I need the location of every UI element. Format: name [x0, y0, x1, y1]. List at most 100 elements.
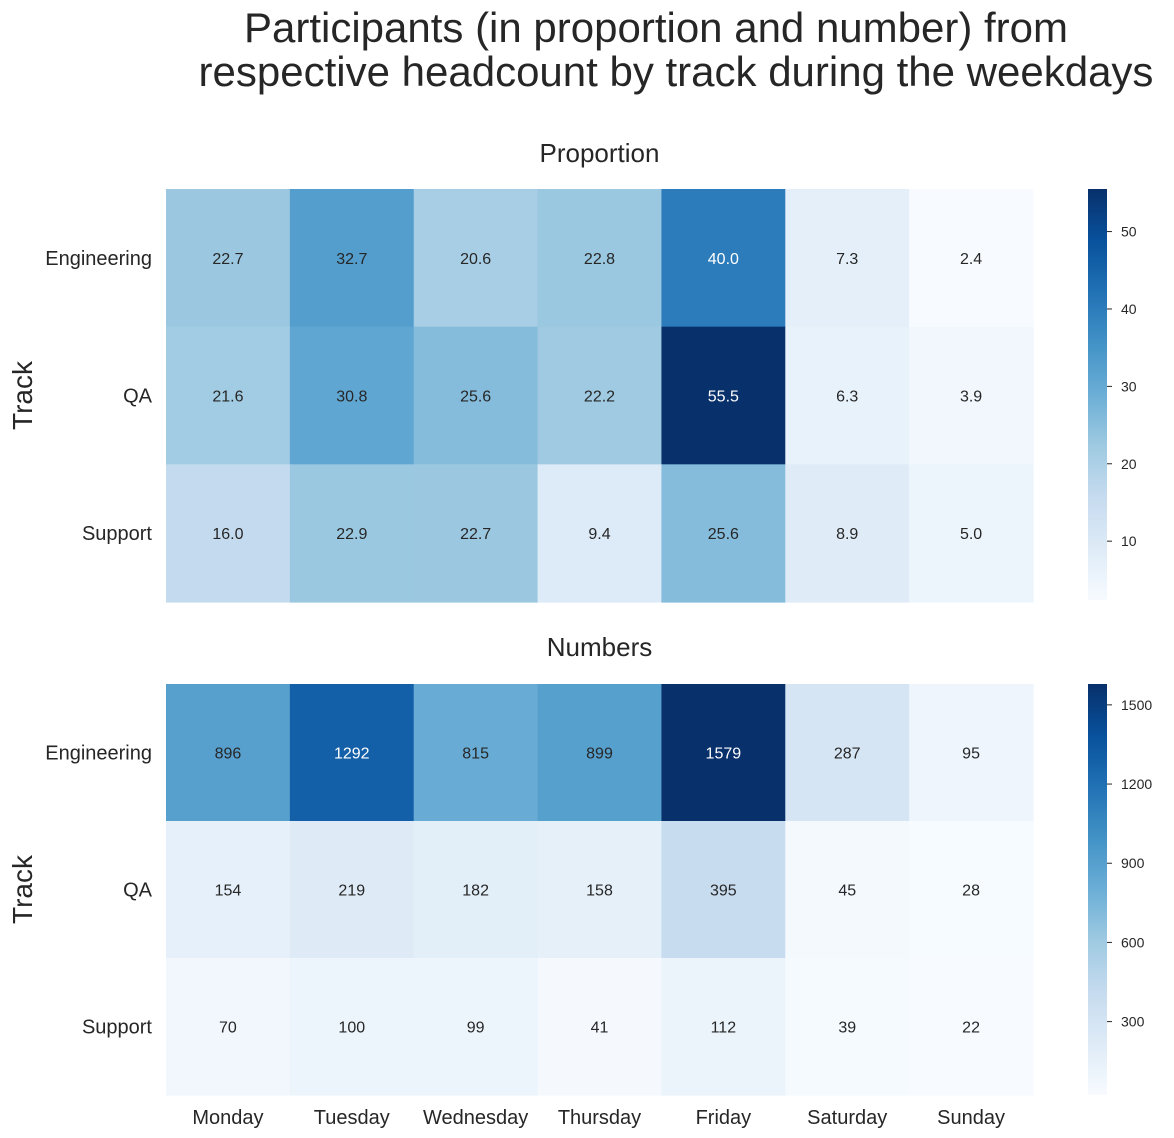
chart-title: Participants (in proportion and number) … [199, 4, 1154, 95]
column-label-sunday: Sunday [937, 1107, 1005, 1129]
cell-label: 2.4 [960, 251, 982, 268]
heatmap-cell [909, 189, 1034, 328]
cell-label: 25.6 [708, 526, 739, 543]
column-label-tuesday: Tuesday [314, 1107, 390, 1129]
colorbar-tick-label: 900 [1121, 855, 1145, 871]
heatmap-cell [289, 684, 415, 822]
cell-label: 41 [591, 1020, 609, 1037]
heatmap-cell [785, 958, 910, 1096]
heatmap-panel-proportion: Proportion Track 22.7 32.7 20.6 22.8 40.0 7.3 2.… [7, 138, 1137, 603]
cell-label: 32.7 [336, 251, 367, 268]
heatmap-cell [289, 326, 415, 465]
heatmap-cell [413, 821, 539, 959]
heatmap-cell [785, 189, 910, 328]
cell-label: 1292 [334, 746, 370, 763]
chart-title-line-1: Participants (in proportion and number) … [244, 4, 1068, 51]
chart-title-line-2: respective headcount by track during the… [199, 48, 1154, 95]
cell-label: 99 [467, 1020, 485, 1037]
colorbar-tick-label: 1200 [1121, 776, 1152, 792]
heatmap-cell [661, 326, 786, 465]
panel-title-numbers: Numbers [547, 632, 652, 662]
colorbar-tick-label: 30 [1121, 378, 1137, 394]
cell-label: 182 [462, 883, 489, 900]
heatmap-cell [909, 958, 1034, 1096]
cell-label: 39 [838, 1020, 856, 1037]
heatmap-cell [661, 821, 786, 959]
cell-label: 95 [962, 746, 980, 763]
heatmap-cell [909, 684, 1034, 822]
panel-title-proportion: Proportion [540, 138, 660, 168]
row-label-engineering: Engineering [45, 248, 152, 270]
heatmap-cell [289, 189, 415, 328]
row-label-engineering: Engineering [45, 743, 152, 765]
column-label-wednesday: Wednesday [423, 1107, 528, 1129]
heatmap-panels: Proportion Track 22.7 32.7 20.6 22.8 40.0 7.3 2.… [7, 138, 1152, 1129]
y-axis-label-proportion: Track [7, 360, 38, 430]
heatmap-cell [166, 821, 291, 959]
cell-label: 5.0 [960, 526, 982, 543]
cell-label: 55.5 [708, 389, 739, 406]
heatmap-cell [289, 821, 415, 959]
cell-label: 22.8 [584, 251, 615, 268]
heatmap-cell [661, 464, 786, 603]
heatmap-cell [413, 189, 539, 328]
cell-label: 22.7 [212, 251, 243, 268]
cell-label: 30.8 [336, 389, 367, 406]
cell-label: 28 [962, 883, 980, 900]
column-label-saturday: Saturday [807, 1107, 887, 1129]
cell-label: 6.3 [836, 389, 858, 406]
cell-label: 395 [710, 883, 737, 900]
colorbar-proportion: 10 20 30 40 50 [1088, 189, 1137, 600]
cell-label: 45 [838, 883, 856, 900]
heatmap-cell [289, 958, 415, 1096]
cell-label: 3.9 [960, 389, 982, 406]
cell-label: 22 [962, 1020, 980, 1037]
heatmap-cell [785, 821, 910, 959]
heatmap-cell [785, 464, 910, 603]
row-label-qa: QA [123, 880, 153, 902]
heatmap-cell [909, 464, 1034, 603]
cell-label: 25.6 [460, 389, 491, 406]
heatmap-cell [413, 684, 539, 822]
heatmap-cell [166, 189, 291, 328]
heatmap-cell [537, 326, 663, 465]
cell-label: 9.4 [588, 526, 610, 543]
heatmap-cell [785, 684, 910, 822]
colorbar-gradient [1088, 189, 1107, 600]
heatmap-cell [166, 326, 291, 465]
cell-label: 154 [215, 883, 242, 900]
y-axis-label-numbers: Track [7, 854, 38, 924]
cell-label: 8.9 [836, 526, 858, 543]
column-label-monday: Monday [192, 1107, 263, 1129]
colorbar-tick-label: 300 [1121, 1014, 1145, 1030]
heatmap-cell [166, 464, 291, 603]
colorbar-tick-label: 1500 [1121, 697, 1152, 713]
colorbar-tick-label: 600 [1121, 934, 1145, 950]
cell-label: 22.2 [584, 389, 615, 406]
colorbar-gradient [1088, 684, 1107, 1095]
heatmap-cell [537, 958, 663, 1096]
cell-label: 7.3 [836, 251, 858, 268]
heatmap-cell [661, 189, 786, 328]
heatmap-cell [289, 464, 415, 603]
cell-label: 21.6 [212, 389, 243, 406]
cell-label: 158 [586, 883, 613, 900]
cell-label: 22.7 [460, 526, 491, 543]
cell-label: 20.6 [460, 251, 491, 268]
heatmap-cell [909, 821, 1034, 959]
cell-label: 16.0 [212, 526, 243, 543]
heatmap-cell [661, 958, 786, 1096]
heatmap-cell [537, 189, 663, 328]
cell-label: 287 [834, 746, 861, 763]
column-label-friday: Friday [696, 1107, 752, 1129]
heatmap-cell [413, 326, 539, 465]
heatmap-cell [166, 684, 291, 822]
cell-label: 112 [711, 1020, 737, 1037]
heatmap-cell [909, 326, 1034, 465]
cell-label: 22.9 [336, 526, 367, 543]
cell-label: 899 [586, 746, 613, 763]
colorbar-tick-label: 40 [1121, 301, 1137, 317]
heatmap-cell [661, 684, 786, 822]
